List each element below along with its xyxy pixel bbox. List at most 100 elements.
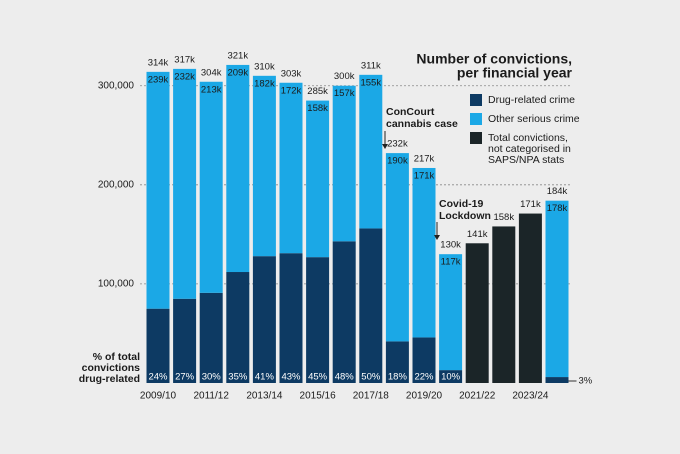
- legend-swatch: [470, 132, 482, 144]
- share-label: 18%: [388, 372, 408, 383]
- bar: [252, 256, 276, 383]
- bar: [146, 71, 170, 309]
- bar: [359, 228, 383, 383]
- value-label: 158k: [493, 212, 514, 223]
- y-tick-label: 300,000: [98, 80, 135, 91]
- share-label: 41%: [255, 372, 275, 383]
- bar: [199, 292, 223, 383]
- legend-swatch: [470, 94, 482, 106]
- total-label: 321k: [227, 50, 248, 61]
- value-label: 190k: [387, 156, 408, 167]
- share-label: 43%: [281, 372, 301, 383]
- bar: [306, 257, 330, 383]
- legend-swatch: [470, 113, 482, 125]
- bar: [385, 341, 409, 383]
- bar: [332, 85, 356, 242]
- bar: [439, 370, 463, 383]
- total-label: 311k: [361, 60, 381, 71]
- bar: [439, 254, 463, 371]
- arrow-head: [382, 144, 388, 149]
- total-label: 285k: [307, 86, 328, 97]
- value-label: 141k: [467, 229, 488, 240]
- x-tick-label: 2011/12: [193, 391, 229, 402]
- total-label: 217k: [414, 153, 435, 164]
- total-label: 232k: [387, 139, 408, 150]
- share-axis-label: % of total: [93, 351, 140, 363]
- chart-title: per financial year: [457, 65, 573, 81]
- total-label: 304k: [201, 67, 222, 78]
- bar: [279, 82, 303, 254]
- x-tick-label: 2017/18: [353, 391, 390, 402]
- share-label: 3%: [579, 376, 593, 387]
- legend-label: Drug-related crime: [488, 94, 575, 106]
- value-label: 155k: [360, 77, 381, 88]
- value-label: 232k: [174, 71, 195, 82]
- bar: [492, 226, 516, 383]
- bar: [306, 100, 330, 258]
- share-label: 35%: [228, 372, 248, 383]
- value-label: 172k: [281, 85, 302, 96]
- bar: [518, 213, 542, 383]
- x-tick-label: 2013/14: [246, 391, 283, 402]
- bar: [173, 298, 197, 383]
- bar: [226, 272, 250, 383]
- bar: [385, 153, 409, 342]
- arrow-head: [434, 235, 440, 240]
- share-axis-label: convictions: [82, 362, 141, 374]
- annotation: Covid-19: [439, 198, 484, 210]
- x-tick-label: 2023/24: [512, 391, 549, 402]
- x-tick-label: 2009/10: [140, 391, 177, 402]
- bar: [332, 241, 356, 383]
- bar: [279, 253, 303, 383]
- share-label: 10%: [441, 372, 461, 383]
- bar: [226, 64, 250, 273]
- annotation: ConCourt: [386, 106, 435, 118]
- share-label: 45%: [308, 372, 328, 383]
- total-label: 184k: [547, 186, 568, 197]
- share-label: 22%: [414, 372, 434, 383]
- total-label: 303k: [281, 68, 302, 79]
- share-axis-label: drug-related: [79, 373, 140, 385]
- bar: [545, 377, 569, 383]
- chart-title: Number of convictions,: [416, 51, 572, 67]
- share-label: 24%: [148, 372, 168, 383]
- bar: [199, 81, 223, 293]
- total-label: 300k: [334, 71, 355, 82]
- total-label: 317k: [174, 54, 195, 65]
- y-tick-label: 100,000: [98, 279, 135, 290]
- bar: [173, 68, 197, 299]
- annotation: cannabis case: [386, 118, 458, 130]
- value-label: 213k: [201, 84, 222, 95]
- share-label: 30%: [202, 372, 222, 383]
- value-label: 171k: [520, 199, 541, 210]
- total-label: 130k: [440, 240, 461, 251]
- value-label: 209k: [227, 67, 248, 78]
- bar: [359, 74, 383, 229]
- bar: [412, 167, 436, 338]
- share-label: 50%: [361, 372, 381, 383]
- x-tick-label: 2021/22: [459, 391, 496, 402]
- total-label: 314k: [148, 57, 169, 68]
- value-label: 157k: [334, 88, 355, 99]
- x-tick-label: 2015/16: [300, 391, 337, 402]
- bar: [146, 308, 170, 383]
- value-label: 182k: [254, 78, 275, 89]
- value-label: 239k: [148, 74, 169, 85]
- value-label: 117k: [441, 257, 461, 268]
- share-label: 48%: [335, 372, 355, 383]
- bar: [252, 75, 276, 257]
- y-tick-label: 200,000: [98, 179, 135, 190]
- value-label: 171k: [414, 170, 435, 181]
- legend-label: Total convictions, not categorised in SAPS…: [488, 132, 571, 166]
- value-label: 178k: [547, 203, 568, 214]
- bar: [465, 243, 489, 383]
- x-tick-label: 2019/20: [406, 391, 443, 402]
- total-label: 310k: [254, 61, 275, 72]
- value-label: 158k: [307, 103, 328, 114]
- bar: [545, 200, 569, 378]
- bar: [412, 337, 436, 383]
- legend-label: Other serious crime: [488, 113, 580, 125]
- share-label: 27%: [175, 372, 195, 383]
- annotation: Lockdown: [439, 210, 491, 222]
